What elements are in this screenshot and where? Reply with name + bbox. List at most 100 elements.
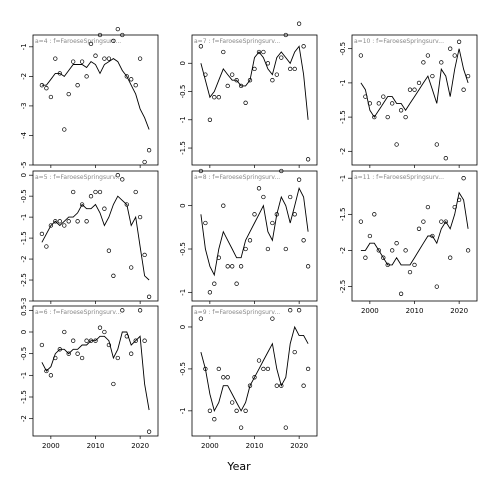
data-point (230, 72, 235, 77)
data-point (133, 338, 138, 343)
data-point (53, 219, 58, 224)
data-point (376, 101, 381, 106)
x-tick-label: 2020 (131, 442, 149, 450)
panel-grid: -1 -2 -3 -4 -5 a=4 : f=FaroeseSpringsurv... 0 -… (20, 21, 478, 450)
data-point (84, 74, 89, 79)
data-point (430, 233, 435, 239)
data-point (230, 264, 235, 269)
data-point (247, 238, 253, 243)
y-tick-label: -2 (339, 247, 347, 254)
fitted-line (41, 195, 150, 281)
data-point (407, 269, 413, 275)
data-point (247, 78, 253, 83)
data-point (363, 255, 368, 260)
data-point (372, 114, 377, 120)
data-point (129, 351, 134, 356)
data-point (305, 157, 311, 162)
panel-label: a=11 : f=FaroeseSpringsurv... (354, 174, 444, 181)
data-point (57, 347, 62, 352)
data-point (305, 264, 311, 269)
panel-frame (32, 34, 159, 166)
data-point (279, 168, 284, 174)
data-point (385, 262, 390, 268)
y-tick-label: -1.5 (20, 390, 28, 404)
data-point (243, 246, 248, 252)
data-point (398, 108, 404, 113)
data-point (142, 338, 147, 343)
data-point (398, 291, 404, 296)
data-point (407, 87, 413, 92)
data-point (102, 56, 107, 61)
data-point (53, 355, 58, 361)
data-point (390, 248, 395, 253)
data-point (79, 202, 85, 207)
data-point (439, 60, 444, 65)
data-point (296, 177, 302, 182)
data-point (198, 168, 204, 174)
data-point (252, 66, 257, 72)
panel-8: 0 -0.5 -1 2000 2010 2020 a=9 : f=FaroeseSpring… (179, 305, 318, 450)
data-point (243, 100, 248, 105)
data-point (252, 212, 257, 217)
x-tick-label: 2010 (246, 442, 264, 450)
data-point (111, 273, 116, 278)
data-point (39, 231, 45, 237)
data-point (48, 373, 54, 378)
data-point (381, 94, 386, 99)
y-tick-label: -0.5 (20, 189, 28, 203)
panel-label: a=9 : f=FaroeseSpringsurv... (194, 309, 280, 316)
x-axis-title: Year (226, 460, 251, 473)
data-point (146, 148, 152, 153)
data-point (274, 212, 279, 217)
data-point (270, 220, 275, 226)
data-point (133, 189, 138, 195)
data-point (62, 223, 67, 228)
data-point (203, 72, 208, 77)
x-tick-label: 2000 (361, 307, 379, 315)
data-point (216, 366, 221, 372)
y-tick-label: -0.5 (179, 242, 187, 256)
data-point (443, 156, 448, 161)
data-point (216, 95, 221, 100)
x-tick-label: 2020 (290, 442, 308, 450)
panel-frame (191, 305, 318, 437)
data-point (461, 87, 466, 92)
data-point (198, 44, 204, 49)
data-point (421, 219, 426, 224)
data-point (97, 189, 103, 195)
data-point (412, 262, 417, 268)
data-point (279, 383, 284, 388)
data-point (44, 86, 49, 91)
data-point (425, 204, 431, 210)
data-point (203, 220, 208, 226)
data-point (97, 32, 103, 38)
panel-label: a=6 : f=FaroeseSpringsurv... (35, 309, 121, 316)
y-tick-label: -1 (20, 214, 28, 221)
data-point (256, 49, 262, 55)
data-point (358, 219, 364, 224)
data-point (288, 66, 293, 72)
data-point (381, 255, 386, 260)
data-point (403, 114, 408, 120)
panel-label: a=10 : f=FaroeseSpringsurv... (354, 38, 444, 45)
data-point (367, 101, 373, 106)
data-point (142, 252, 147, 258)
data-point (430, 73, 435, 79)
data-point (75, 351, 80, 356)
data-point (270, 78, 275, 83)
data-point (372, 212, 377, 217)
data-point (283, 425, 288, 430)
data-point (394, 241, 399, 246)
y-tick-label: -0.5 (179, 85, 187, 99)
y-tick-label: -1 (179, 116, 187, 123)
data-point (256, 186, 262, 191)
fitted-line (200, 45, 309, 120)
data-point (234, 408, 239, 413)
data-point (207, 117, 213, 122)
data-point (57, 219, 62, 224)
data-point (256, 358, 262, 363)
data-point (97, 325, 103, 330)
fitted-line (360, 191, 469, 266)
x-tick-label: 2000 (201, 442, 219, 450)
